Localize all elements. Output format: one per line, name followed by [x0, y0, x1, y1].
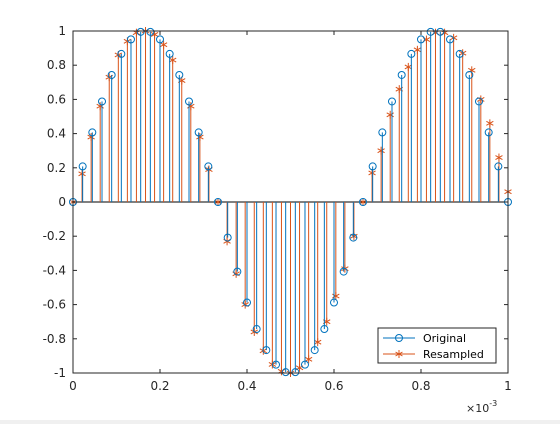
legend-label: Resampled — [423, 348, 484, 361]
x-exponent-label: ×10-3 — [466, 399, 497, 415]
asterisk-marker — [359, 198, 367, 206]
circle-marker — [107, 70, 116, 79]
asterisk-marker — [377, 146, 385, 155]
x-tick-label: 0.2 — [150, 379, 169, 393]
asterisk-marker — [78, 169, 86, 178]
series-original — [69, 27, 512, 377]
circle-marker — [359, 198, 368, 206]
y-tick-label: 0.6 — [47, 92, 66, 106]
legend-box — [377, 327, 497, 364]
circle-marker — [330, 298, 338, 307]
circle-marker — [417, 35, 425, 44]
circle-marker — [426, 27, 435, 36]
asterisk-marker — [313, 338, 322, 347]
y-tick-label: -1 — [54, 366, 66, 380]
ticks-layer — [72, 30, 509, 374]
legend-label: Original — [423, 332, 466, 345]
circle-marker — [252, 325, 261, 334]
x-tick-label: 1 — [504, 379, 512, 393]
circle-marker — [262, 346, 271, 355]
y-tick-label: 0 — [58, 195, 66, 209]
asterisk-marker — [214, 198, 222, 206]
legend-marker-asterisk — [395, 350, 403, 358]
asterisk-marker — [304, 355, 313, 364]
circle-marker — [368, 162, 377, 171]
asterisk-marker — [159, 40, 168, 49]
circle-marker — [310, 346, 319, 355]
circle-marker — [98, 97, 107, 106]
asterisk-marker — [413, 45, 422, 54]
circle-marker — [397, 70, 406, 79]
circle-marker — [349, 233, 358, 242]
circle-marker — [281, 368, 290, 377]
circle-marker — [223, 233, 232, 242]
circle-marker — [378, 128, 387, 137]
circle-marker — [88, 128, 97, 137]
circle-marker — [484, 128, 493, 137]
circle-marker — [494, 162, 503, 171]
circle-marker — [387, 97, 396, 106]
y-tick-label: 0.4 — [47, 127, 66, 141]
asterisk-marker — [386, 110, 394, 119]
circle-marker — [474, 97, 483, 106]
circle-marker — [136, 27, 145, 36]
circle-marker — [465, 70, 474, 79]
legend: Original Resampled — [377, 327, 497, 364]
circle-marker — [156, 35, 164, 44]
legend-marker-circle — [395, 334, 403, 342]
circle-marker — [300, 360, 309, 369]
asterisk-marker — [486, 119, 494, 128]
x-tick-label: 0.4 — [237, 379, 256, 393]
y-tick-label: -0.2 — [43, 229, 66, 243]
circle-marker — [165, 49, 174, 58]
circle-marker — [175, 70, 184, 79]
x-tick-label: 0.8 — [411, 379, 430, 393]
x-tick-label: 0.6 — [324, 379, 343, 393]
circle-marker — [339, 267, 348, 276]
series-layer — [69, 27, 512, 377]
circle-marker — [126, 35, 135, 44]
asterisk-marker — [404, 62, 413, 71]
y-tick-label: -0.4 — [43, 263, 66, 277]
asterisk-marker — [150, 30, 159, 39]
y-tick-label: 0.2 — [47, 161, 66, 175]
circle-marker — [213, 198, 222, 206]
y-tick-label: 0.8 — [47, 58, 66, 72]
circle-marker — [233, 267, 242, 276]
circle-marker — [194, 128, 203, 137]
circle-marker — [446, 35, 455, 44]
tick-labels: 0 0.2 0.4 0.6 0.8 1 -1 -0.8 -0.6 -0.4 -0.2 0 0.2 0.4 0… — [43, 24, 512, 393]
asterisk-marker — [168, 56, 177, 65]
x-tick-label: 0 — [69, 379, 77, 393]
circle-marker — [204, 162, 213, 171]
circle-marker — [291, 368, 300, 377]
circle-marker — [272, 360, 281, 369]
circle-marker — [436, 27, 445, 36]
y-tick-label: 1 — [58, 24, 66, 38]
y-tick-label: -0.6 — [43, 298, 66, 312]
circle-marker — [320, 325, 329, 334]
circle-marker — [243, 298, 251, 307]
circle-marker — [117, 49, 126, 58]
circle-marker — [455, 49, 464, 58]
circle-marker — [146, 27, 155, 36]
y-tick-label: -0.8 — [43, 332, 66, 346]
circle-marker — [407, 49, 416, 58]
asterisk-marker — [495, 153, 503, 162]
circle-marker — [78, 162, 87, 171]
circle-marker — [185, 97, 194, 106]
